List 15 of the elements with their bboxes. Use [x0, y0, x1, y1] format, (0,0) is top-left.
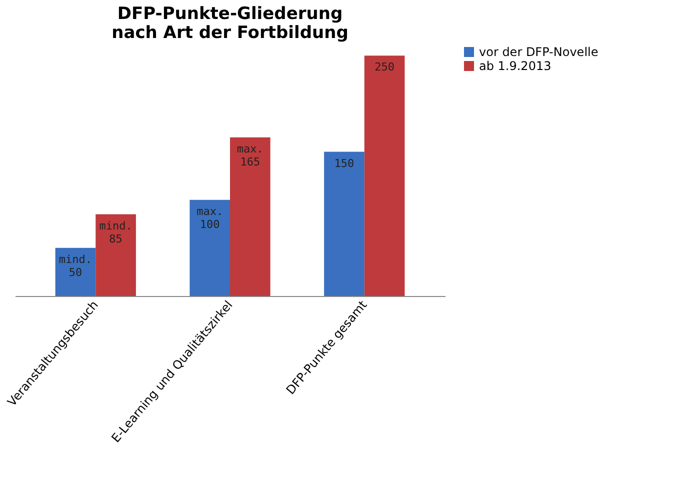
data-label: max. 165	[236, 142, 264, 168]
bar	[324, 152, 364, 296]
data-label: mind. 85	[99, 219, 132, 246]
data-label: 150	[334, 156, 354, 170]
bar	[96, 214, 136, 296]
bar	[364, 56, 405, 296]
data-label: max. 100	[196, 204, 224, 231]
chart-title: DFP-Punkte-Gliederung nach Art der Fortbildung	[112, 4, 348, 43]
data-label: 250	[374, 60, 394, 74]
legend-label: ab 1.9.2013	[479, 59, 552, 73]
legend-label: vor der DFP-Novelle	[479, 45, 598, 59]
bar	[55, 248, 96, 296]
bar	[230, 137, 270, 296]
data-label: mind. 50	[58, 252, 92, 279]
bar	[190, 200, 230, 296]
